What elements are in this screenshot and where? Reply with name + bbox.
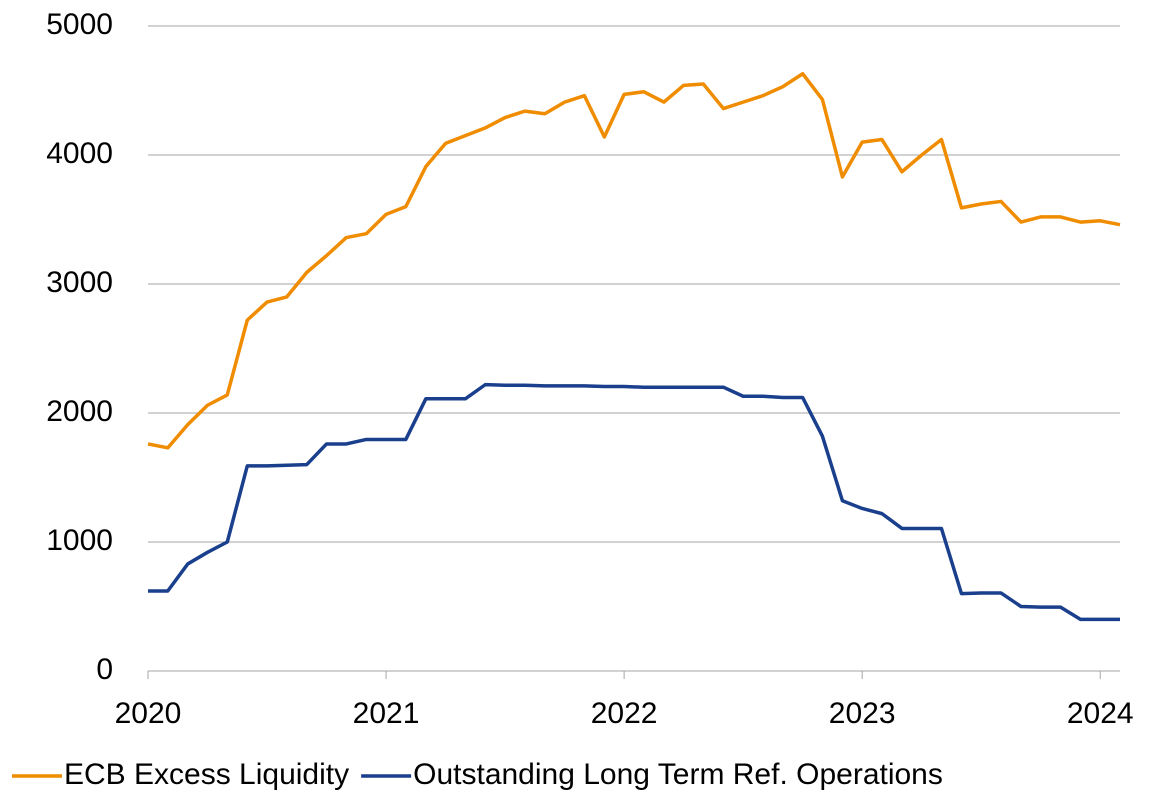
- y-tick-label: 2000: [46, 395, 113, 428]
- line-series: [148, 382, 1120, 622]
- line-series: [147, 71, 1121, 450]
- y-tick-label: 5000: [46, 8, 113, 41]
- y-tick-label: 0: [96, 653, 113, 686]
- y-tick-label: 3000: [46, 266, 113, 299]
- y-tick-label: 1000: [46, 524, 113, 557]
- y-tick-label: 4000: [46, 137, 113, 170]
- x-tick-label: 2023: [829, 697, 896, 730]
- legend-label: Outstanding Long Term Ref. Operations: [413, 758, 943, 791]
- x-tick-label: 2021: [353, 697, 420, 730]
- x-tick-label: 2022: [591, 697, 658, 730]
- legend-label: ECB Excess Liquidity: [64, 758, 349, 791]
- x-tick-label: 2020: [115, 697, 182, 730]
- x-tick-label: 2024: [1067, 697, 1134, 730]
